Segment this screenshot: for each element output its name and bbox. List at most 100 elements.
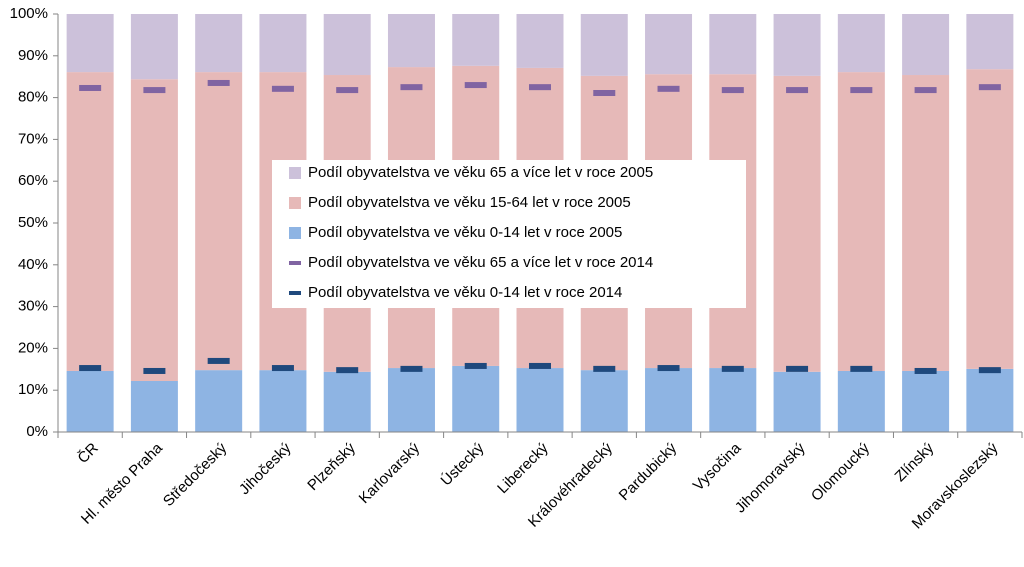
bar-segment — [195, 14, 243, 73]
legend-swatch — [289, 261, 301, 265]
bar-segment — [837, 14, 885, 73]
x-tick-label: Jihočeský — [236, 439, 295, 498]
x-tick-label: Středočeský — [160, 439, 231, 510]
bar-segment — [966, 14, 1014, 70]
y-tick-label: 80% — [18, 89, 48, 106]
bar-segment — [645, 368, 693, 432]
bar-segment — [259, 14, 307, 73]
legend-box — [272, 160, 746, 308]
marker — [786, 365, 809, 372]
bar-segment — [709, 14, 757, 75]
bar-segment — [195, 370, 243, 432]
marker — [336, 87, 359, 94]
legend-label: Podíl obyvatelstva ve věku 65 a více let… — [308, 254, 653, 271]
y-tick-label: 90% — [18, 47, 48, 64]
bar-segment — [773, 14, 821, 76]
y-tick-label: 50% — [18, 214, 48, 231]
bar-segment — [966, 368, 1014, 432]
bar-segment — [902, 75, 950, 371]
marker — [143, 87, 166, 94]
bar-segment — [516, 368, 564, 432]
marker — [721, 87, 744, 94]
marker — [400, 84, 423, 91]
marker — [786, 87, 809, 94]
bar-segment — [259, 370, 307, 432]
bar-segment — [516, 14, 564, 68]
y-tick-label: 10% — [18, 381, 48, 398]
x-tick-label: Olomoucký — [808, 439, 873, 504]
marker — [271, 85, 294, 92]
marker — [79, 365, 102, 372]
legend-label: Podíl obyvatelstva ve věku 0-14 let v ro… — [308, 224, 622, 241]
marker — [336, 367, 359, 374]
x-tick-label: Liberecký — [494, 439, 552, 497]
marker — [850, 365, 873, 372]
bar-segment — [130, 79, 178, 382]
marker — [978, 367, 1001, 374]
marker — [914, 87, 937, 94]
x-tick-label: Karlovarský — [356, 439, 424, 507]
bar-segment — [773, 371, 821, 432]
legend-label: Podíl obyvatelstva ve věku 15-64 let v r… — [308, 194, 631, 211]
bar-segment — [580, 14, 628, 76]
marker — [593, 365, 616, 372]
x-tick-label: ČR — [74, 440, 101, 467]
marker — [721, 365, 744, 372]
bar-segment — [709, 368, 757, 432]
bar-segment — [130, 14, 178, 80]
bar-segment — [837, 72, 885, 371]
legend-swatch — [289, 291, 301, 295]
x-tick-label: Plzeňský — [304, 439, 359, 494]
bar-segment — [66, 72, 114, 371]
bar-segment — [902, 370, 950, 432]
marker — [464, 362, 487, 369]
y-tick-label: 30% — [18, 298, 48, 315]
marker — [529, 84, 551, 91]
marker — [271, 365, 294, 372]
y-tick-label: 100% — [10, 5, 48, 22]
bar-segment — [323, 14, 371, 76]
marker — [593, 90, 616, 97]
marker — [657, 85, 680, 92]
x-tick-label: Zlínský — [892, 439, 938, 485]
y-tick-label: 60% — [18, 172, 48, 189]
marker — [978, 84, 1001, 91]
marker — [79, 84, 102, 91]
bar-segment — [773, 75, 821, 372]
bar-segment — [452, 14, 500, 66]
legend-label: Podíl obyvatelstva ve věku 0-14 let v ro… — [308, 284, 622, 301]
bar-segment — [645, 14, 693, 75]
x-tick-label: Vysočina — [690, 439, 745, 494]
bar-segment — [902, 14, 950, 76]
y-tick-label: 70% — [18, 130, 48, 147]
bar-segment — [66, 370, 114, 432]
bar-segment — [195, 72, 243, 371]
x-tick-label: Pardubický — [616, 439, 681, 504]
bar-segment — [966, 69, 1014, 369]
bar-segment — [130, 381, 178, 432]
legend-swatch — [289, 197, 301, 209]
marker — [657, 365, 680, 372]
marker — [207, 79, 230, 86]
bar-segment — [580, 370, 628, 432]
y-tick-label: 20% — [18, 339, 48, 356]
marker — [914, 367, 937, 374]
marker — [850, 87, 873, 94]
marker — [529, 362, 551, 369]
marker — [143, 367, 166, 374]
bar-segment — [323, 371, 371, 432]
marker — [464, 82, 487, 89]
y-tick-label: 0% — [26, 423, 48, 440]
legend-swatch — [289, 227, 301, 239]
marker — [400, 365, 423, 372]
legend-swatch — [289, 167, 301, 179]
bar-segment — [66, 14, 114, 73]
bar-segment — [387, 368, 435, 432]
y-tick-label: 40% — [18, 256, 48, 273]
bar-segment — [452, 365, 500, 432]
marker — [207, 357, 230, 364]
bar-segment — [387, 14, 435, 68]
x-tick-label: Ústecký — [438, 439, 488, 489]
